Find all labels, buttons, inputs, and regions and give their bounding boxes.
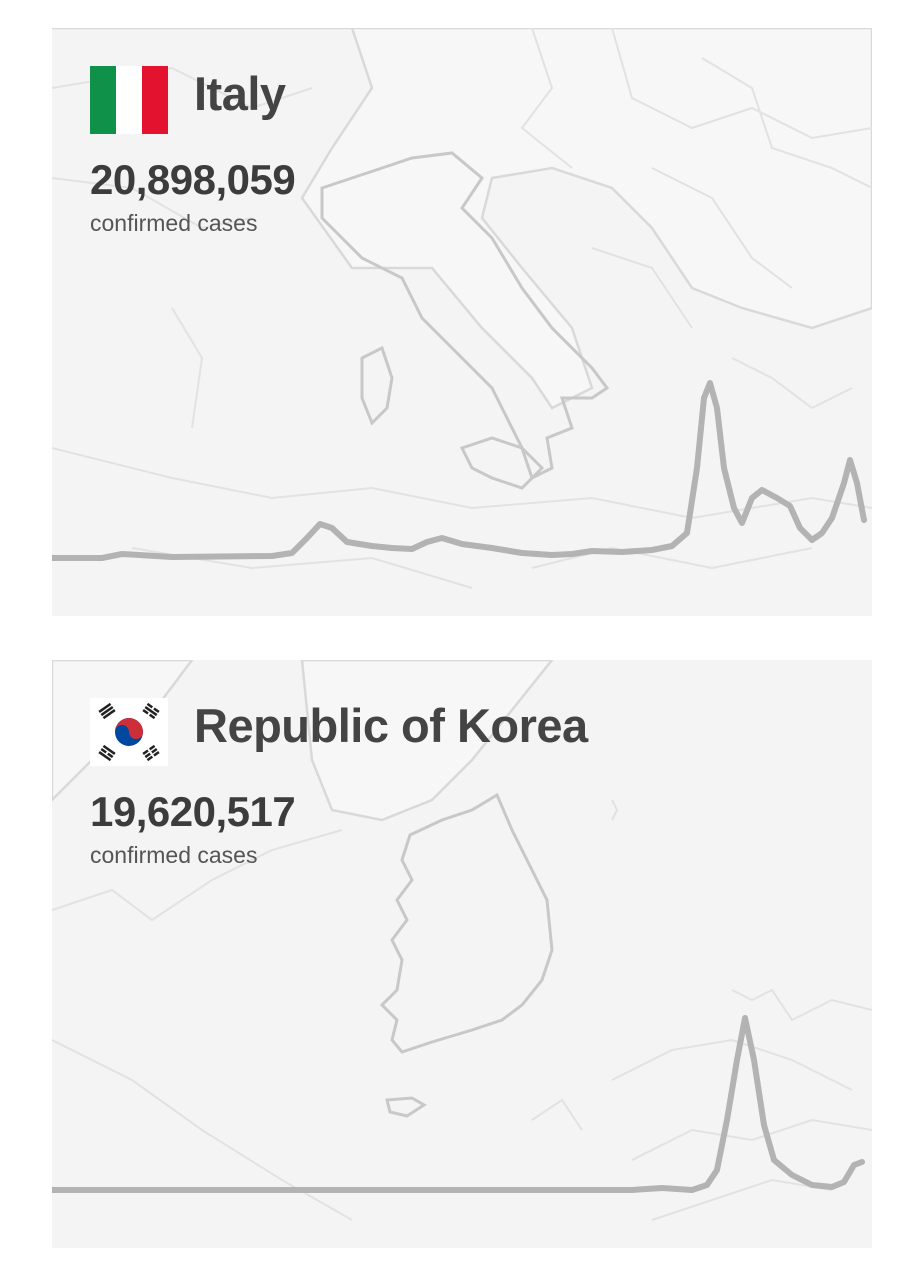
confirmed-cases-count: 20,898,059 — [90, 156, 296, 203]
country-name: Italy — [194, 67, 286, 120]
case-trend-sparkline — [52, 1015, 865, 1193]
trend-line — [52, 1015, 865, 1193]
italy-flag-icon — [90, 66, 168, 134]
south-korea-flag-icon — [90, 698, 168, 766]
country-name: Republic of Korea — [194, 699, 588, 752]
confirmed-cases-label: confirmed cases — [90, 210, 258, 236]
confirmed-cases-count: 19,620,517 — [90, 788, 296, 835]
case-trend-sparkline — [52, 380, 867, 561]
confirmed-cases-label: confirmed cases — [90, 842, 258, 868]
country-card-italy[interactable]: Italy 20,898,059 confirmed cases — [52, 28, 872, 616]
country-card-republic-of-korea[interactable]: Republic of Korea 19,620,517 confirmed c… — [52, 660, 872, 1248]
italy-map-background — [52, 28, 872, 616]
trend-line — [52, 380, 867, 561]
